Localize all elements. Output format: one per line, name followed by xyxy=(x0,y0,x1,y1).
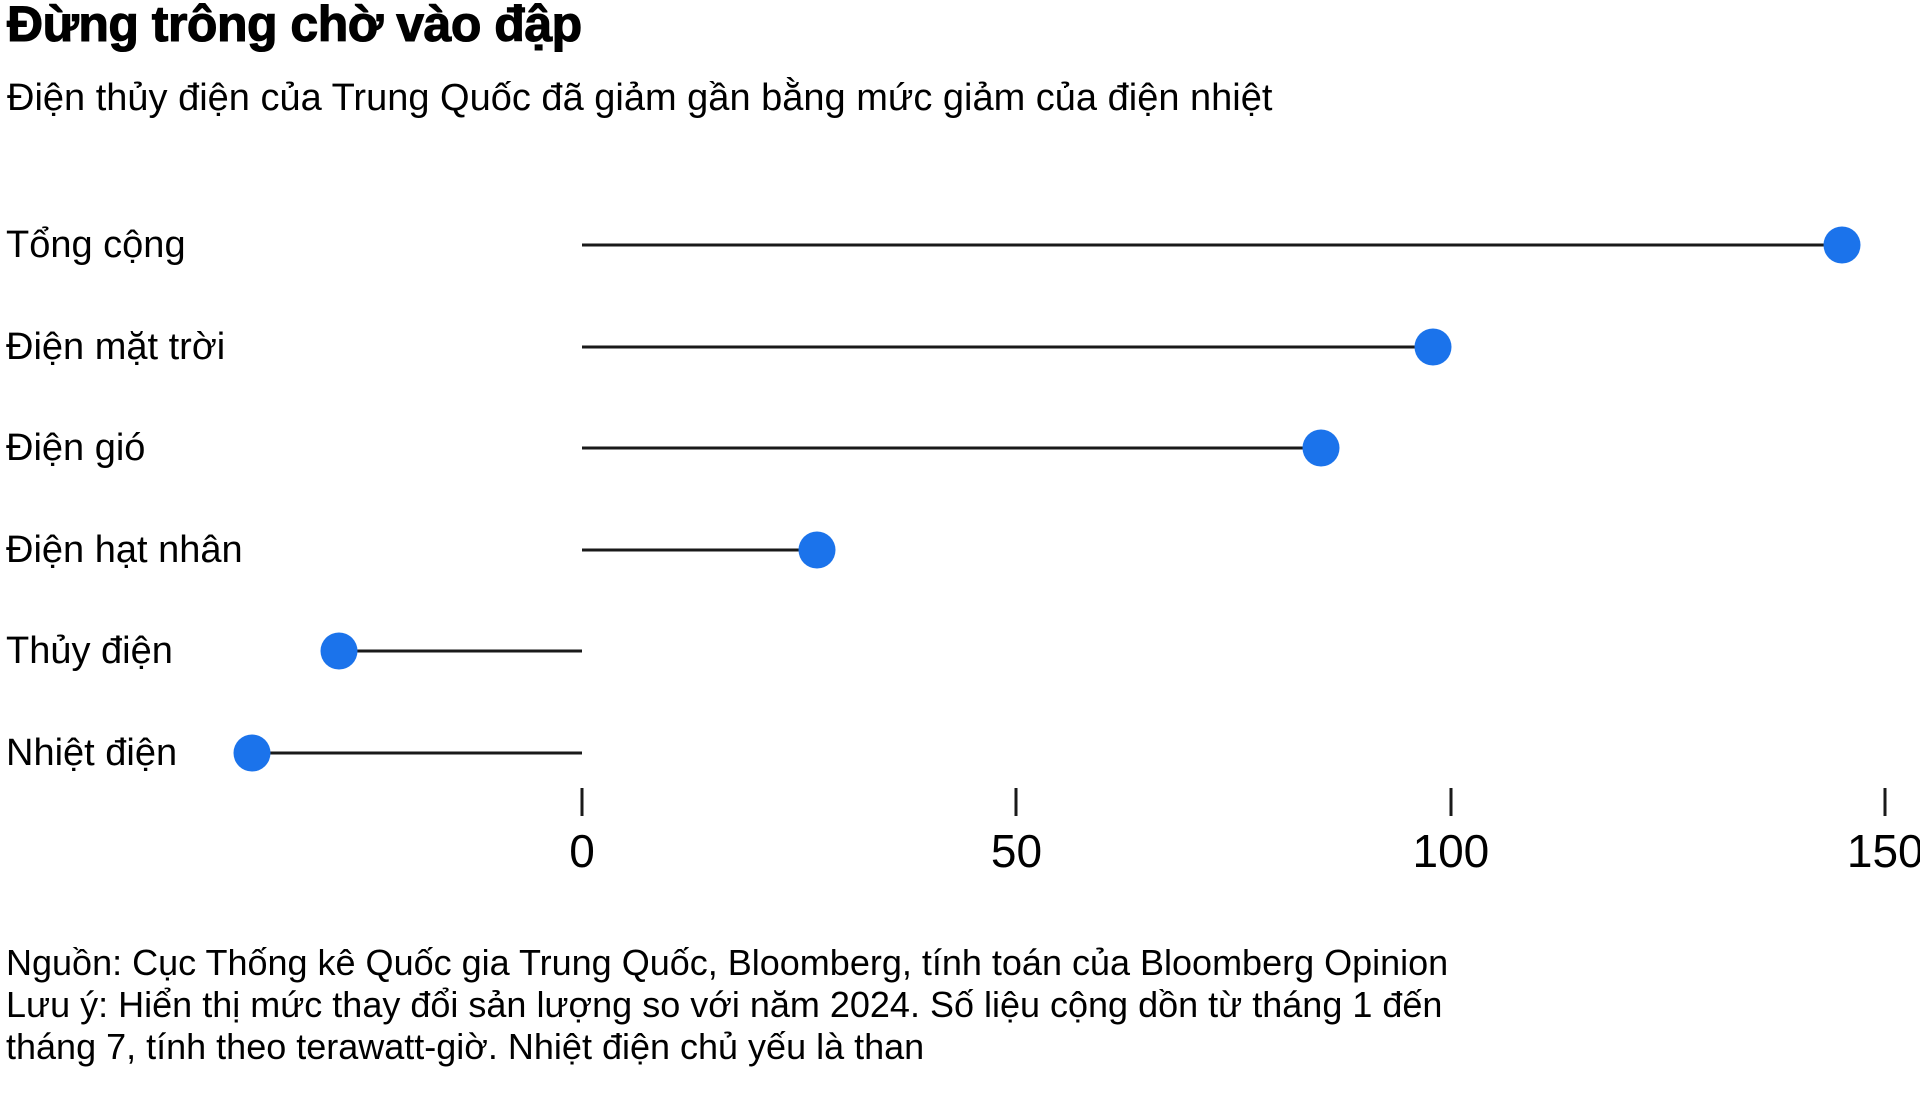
x-axis-tick-label: 50 xyxy=(990,825,1043,877)
stem-line xyxy=(582,548,817,551)
stem-line xyxy=(582,243,1842,247)
data-point-dot xyxy=(233,734,271,771)
data-point-dot xyxy=(798,531,836,568)
x-axis-tick xyxy=(1014,788,1018,816)
x-axis-tick-label: 100 xyxy=(1412,825,1490,877)
x-axis-tick-label: 0 xyxy=(569,825,595,877)
stem-line xyxy=(251,751,583,754)
category-label: Điện mặt trời xyxy=(6,325,226,368)
data-point-dot xyxy=(1414,328,1452,365)
category-label: Nhiệt điện xyxy=(6,731,178,774)
note-line-1: Lưu ý: Hiển thị mức thay đổi sản lượng s… xyxy=(6,984,1443,1025)
note-line-2: tháng 7, tính theo terawatt-giờ. Nhiệt đ… xyxy=(6,1026,925,1067)
source-line: Nguồn: Cục Thống kê Quốc gia Trung Quốc,… xyxy=(6,942,1449,983)
chart-title: Đừng trông chờ vào đập xyxy=(6,0,582,53)
data-point-dot xyxy=(1302,429,1340,467)
stem-line xyxy=(338,649,583,653)
x-axis-tick xyxy=(1449,788,1453,816)
category-label: Điện gió xyxy=(6,427,146,469)
stem-line xyxy=(582,446,1321,450)
category-label: Thủy điện xyxy=(6,630,173,672)
stem-line xyxy=(582,345,1434,348)
x-axis-tick xyxy=(580,788,584,816)
x-axis-tick-label: 150 xyxy=(1846,825,1920,877)
data-point-dot xyxy=(320,632,358,670)
footer-note: Nguồn: Cục Thống kê Quốc gia Trung Quốc,… xyxy=(6,942,1448,1068)
data-point-dot xyxy=(1823,226,1861,264)
category-label: Điện hạt nhân xyxy=(6,528,243,571)
category-label: Tổng cộng xyxy=(6,224,186,266)
x-axis-tick xyxy=(1883,788,1887,816)
chart-subtitle: Điện thủy điện của Trung Quốc đã giảm gầ… xyxy=(7,77,1273,119)
